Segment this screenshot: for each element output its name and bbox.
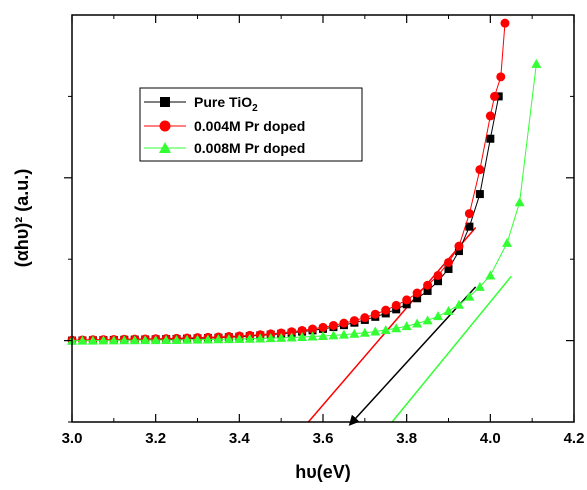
data-point-2-14 [213,334,224,344]
data-point-1-38 [464,209,474,219]
legend-label-0: Pure TiO2 [194,94,258,114]
legend-marker-2 [159,142,171,153]
y-axis-title: (αhυ)² (a.u.) [12,169,32,268]
x-tick-label-0: 3.0 [62,430,83,447]
data-point-2-38 [464,291,475,301]
x-tick-label-2: 3.4 [229,430,251,447]
data-point-2-34 [422,315,433,325]
data-point-1-29 [370,309,380,319]
data-point-2-8 [150,335,161,345]
legend-marker-0 [160,97,170,107]
data-point-2-24 [318,331,328,341]
data-point-1-30 [381,305,391,315]
data-point-2-12 [192,334,203,344]
data-point-1-33 [412,288,422,298]
data-point-1-31 [391,300,401,310]
tangent-line-2 [391,275,512,423]
data-point-1-26 [339,318,349,328]
data-point-2-41 [502,237,513,247]
x-tick-label-5: 4.0 [480,430,501,447]
data-point-0-34 [423,286,432,295]
data-point-2-43 [531,58,542,68]
data-point-0-36 [444,264,453,273]
data-point-1-23 [308,324,318,334]
data-point-0-40 [486,134,495,143]
data-point-1-21 [287,327,297,337]
data-point-2-20 [276,332,287,342]
x-axis-title: hυ(eV) [295,462,350,482]
data-point-2-11 [182,334,193,344]
legend-box [139,87,363,162]
data-point-0-37 [454,247,463,256]
data-point-1-22 [297,326,307,336]
data-point-2-1 [77,335,88,345]
data-point-2-17 [244,333,255,343]
data-point-0-38 [465,222,474,231]
data-point-2-6 [129,335,140,345]
x-tick-label-4: 3.8 [396,430,417,447]
data-point-1-25 [328,320,338,330]
data-point-1-37 [454,241,464,251]
tangent-line-1 [348,286,477,426]
data-point-1-42 [496,72,506,82]
legend-marker-1 [159,120,171,132]
data-point-2-22 [297,332,308,342]
data-point-2-10 [171,334,182,344]
data-point-0-39 [475,190,484,199]
data-point-0-35 [434,277,443,286]
data-point-2-9 [161,334,172,344]
data-point-2-2 [87,335,98,345]
legend-label-2: 0.008M Pr doped [194,140,305,156]
data-point-2-5 [119,335,130,345]
data-point-2-16 [234,333,245,343]
data-point-2-19 [265,333,276,343]
data-point-2-3 [98,335,109,345]
data-point-1-28 [360,313,370,323]
x-tick-label-1: 3.2 [145,430,166,447]
data-point-1-41 [490,91,500,101]
legend: Pure TiO2 0.004M Pr doped 0.008M Pr dope… [139,87,363,162]
data-series [67,18,542,345]
data-point-2-4 [108,335,119,345]
data-point-2-27 [349,328,360,338]
data-point-1-34 [423,280,433,290]
data-point-2-33 [412,318,423,328]
data-point-2-21 [286,332,297,342]
data-point-1-35 [433,270,443,280]
data-point-2-28 [359,327,370,337]
data-point-1-39 [475,165,485,175]
data-point-2-40 [485,270,496,280]
series-line-1 [71,23,506,341]
data-point-2-31 [391,323,402,333]
data-point-2-32 [401,321,412,331]
data-point-2-37 [453,299,464,309]
x-axis: 3.0 3.2 3.4 3.6 3.8 4.0 4.2 [62,15,585,447]
data-point-2-42 [514,197,525,207]
data-point-1-27 [349,316,359,326]
data-point-2-39 [474,281,485,291]
data-point-2-35 [433,311,444,321]
data-point-2-7 [140,335,151,345]
data-point-2-36 [443,305,454,315]
data-point-1-24 [318,322,328,332]
data-point-2-15 [223,334,234,344]
data-point-2-30 [380,325,391,335]
data-point-1-43 [500,18,510,28]
data-point-2-18 [255,333,266,343]
data-point-2-25 [328,330,339,340]
data-point-2-26 [338,329,349,339]
data-point-1-40 [485,111,495,121]
x-tick-label-3: 3.6 [313,430,334,447]
data-point-1-36 [444,257,453,267]
data-point-0-33 [413,294,422,303]
data-point-2-29 [370,326,381,336]
data-point-1-32 [402,295,412,305]
data-point-2-23 [307,331,318,341]
y-axis [64,95,574,423]
x-tick-label-6: 4.2 [564,430,585,447]
data-point-2-13 [202,334,213,344]
legend-label-1: 0.004M Pr doped [194,118,305,134]
